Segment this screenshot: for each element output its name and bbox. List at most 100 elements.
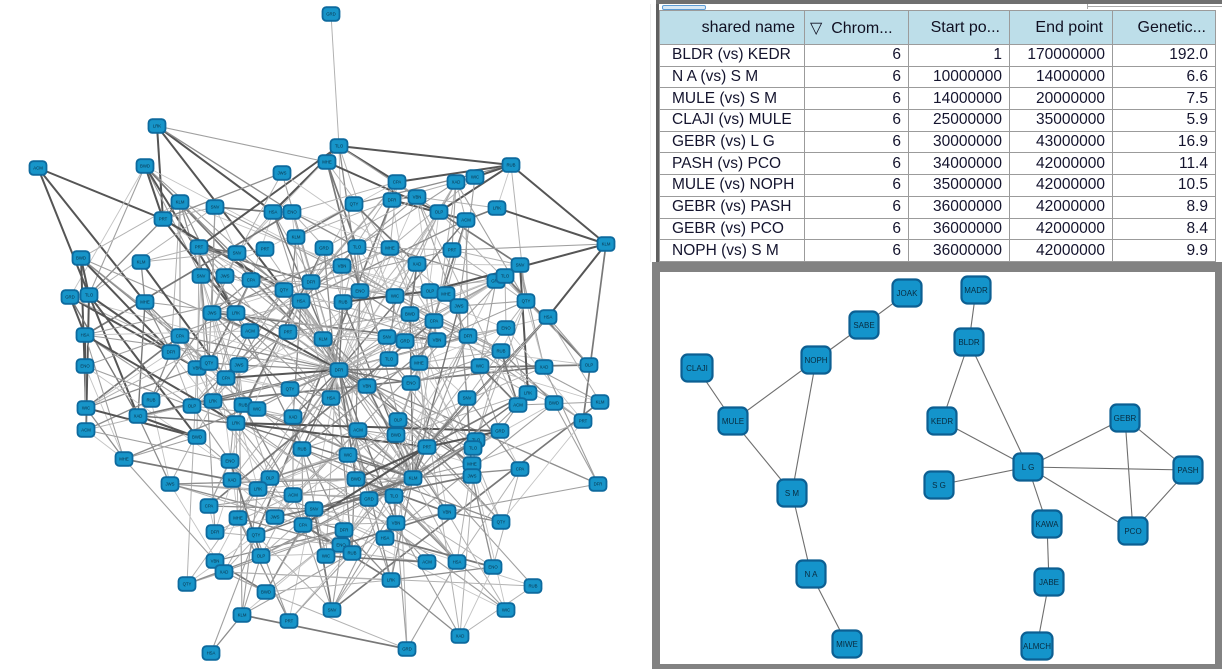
- svg-text:WIC: WIC: [471, 175, 479, 180]
- svg-text:CPA: CPA: [247, 278, 256, 283]
- svg-text:ACM: ACM: [353, 428, 363, 433]
- svg-text:VBN: VBN: [363, 384, 372, 389]
- svg-text:GRD: GRD: [402, 647, 412, 652]
- svg-text:ALMCH: ALMCH: [1023, 642, 1051, 651]
- svg-text:CPA: CPA: [205, 504, 214, 509]
- svg-text:GRD: GRD: [495, 429, 505, 434]
- svg-text:MHE: MHE: [233, 516, 243, 521]
- svg-text:SNV: SNV: [516, 263, 525, 268]
- svg-text:CPA: CPA: [430, 319, 439, 324]
- svg-text:OLP: OLP: [257, 554, 266, 559]
- svg-text:VBN: VBN: [193, 366, 202, 371]
- svg-text:HSA: HSA: [327, 396, 336, 401]
- svg-text:PRT: PRT: [448, 248, 457, 253]
- svg-text:JWS: JWS: [454, 304, 463, 309]
- svg-text:XAD: XAD: [452, 180, 461, 185]
- svg-text:MHE: MHE: [385, 246, 395, 251]
- svg-text:CLAJI: CLAJI: [686, 364, 708, 373]
- svg-text:DFR: DFR: [340, 528, 349, 533]
- svg-text:LRK: LRK: [493, 206, 501, 211]
- svg-text:RUB: RUB: [338, 300, 347, 305]
- svg-text:JOAK: JOAK: [897, 289, 919, 298]
- svg-text:DFR: DFR: [307, 280, 316, 285]
- svg-text:LRK: LRK: [524, 391, 532, 396]
- svg-text:VBN: VBN: [211, 559, 220, 564]
- svg-text:TLO: TLO: [390, 494, 399, 499]
- svg-text:RUB: RUB: [506, 163, 515, 168]
- svg-text:ACM: ACM: [81, 428, 91, 433]
- svg-text:LRK: LRK: [153, 124, 161, 129]
- svg-text:KLM: KLM: [176, 200, 185, 205]
- svg-text:ENO: ENO: [336, 543, 346, 548]
- svg-text:KLM: KLM: [137, 260, 146, 265]
- svg-text:RUB: RUB: [146, 398, 155, 403]
- svg-text:PRT: PRT: [285, 619, 294, 624]
- svg-text:QTY: QTY: [350, 202, 359, 207]
- svg-text:DFR: DFR: [335, 368, 344, 373]
- svg-text:XAD: XAD: [220, 570, 229, 575]
- svg-text:XAD: XAD: [228, 478, 237, 483]
- svg-text:ACM: ACM: [461, 218, 471, 223]
- svg-text:VBN: VBN: [392, 521, 401, 526]
- svg-text:ACM: ACM: [513, 403, 523, 408]
- svg-text:ACM: ACM: [422, 560, 432, 565]
- svg-text:DFR: DFR: [211, 530, 220, 535]
- svg-text:BWD: BWD: [76, 256, 86, 261]
- svg-text:JWS: JWS: [270, 515, 279, 520]
- svg-text:GRD: GRD: [400, 339, 410, 344]
- svg-text:QTY: QTY: [205, 361, 214, 366]
- svg-text:OLP: OLP: [188, 404, 197, 409]
- svg-text:LRK: LRK: [209, 399, 217, 404]
- svg-text:QTY: QTY: [280, 288, 289, 293]
- svg-text:BWD: BWD: [405, 312, 415, 317]
- svg-text:PRT: PRT: [159, 217, 168, 222]
- svg-text:MHE: MHE: [414, 361, 424, 366]
- svg-text:ENO: ENO: [406, 381, 416, 386]
- svg-text:JABE: JABE: [1039, 578, 1059, 587]
- svg-text:KLM: KLM: [292, 235, 301, 240]
- svg-text:CPA: CPA: [222, 376, 231, 381]
- svg-text:BWD: BWD: [261, 590, 271, 595]
- svg-text:RUB: RUB: [347, 551, 356, 556]
- svg-text:OLP: OLP: [435, 210, 444, 215]
- svg-text:ENO: ENO: [501, 326, 511, 331]
- svg-text:HSA: HSA: [453, 560, 462, 565]
- svg-text:RUB: RUB: [238, 403, 247, 408]
- svg-text:JWS: JWS: [234, 363, 243, 368]
- svg-text:KEDR: KEDR: [931, 417, 953, 426]
- svg-text:CPA: CPA: [393, 180, 402, 185]
- svg-text:QTY: QTY: [252, 533, 261, 538]
- svg-text:SNV: SNV: [463, 396, 472, 401]
- svg-text:QTY: QTY: [522, 299, 531, 304]
- svg-text:MHE: MHE: [140, 300, 150, 305]
- svg-text:ENO: ENO: [287, 210, 297, 215]
- svg-text:MHE: MHE: [467, 462, 477, 467]
- svg-text:HSA: HSA: [381, 536, 390, 541]
- svg-text:GRD: GRD: [326, 12, 336, 17]
- svg-text:PRT: PRT: [284, 330, 293, 335]
- svg-text:MIWE: MIWE: [836, 640, 858, 649]
- svg-text:WIC: WIC: [476, 364, 484, 369]
- svg-text:XAD: XAD: [540, 365, 549, 370]
- svg-text:TLO: TLO: [335, 144, 344, 149]
- svg-text:WIC: WIC: [391, 294, 399, 299]
- svg-text:HSA: HSA: [81, 333, 90, 338]
- svg-text:DFR: DFR: [464, 334, 473, 339]
- svg-text:KLM: KLM: [596, 400, 605, 405]
- svg-text:OLP: OLP: [394, 418, 403, 423]
- svg-text:VBN: VBN: [433, 338, 442, 343]
- svg-text:BWD: BWD: [351, 477, 361, 482]
- svg-text:MHE: MHE: [441, 292, 451, 297]
- svg-text:TLO: TLO: [353, 245, 362, 250]
- svg-text:QTY: QTY: [497, 520, 506, 525]
- svg-text:RUB: RUB: [496, 349, 505, 354]
- svg-text:RUB: RUB: [528, 584, 537, 589]
- svg-text:S M: S M: [785, 489, 800, 498]
- svg-text:KLM: KLM: [409, 476, 418, 481]
- svg-text:TLO: TLO: [85, 293, 94, 298]
- svg-text:SNV: SNV: [211, 205, 220, 210]
- svg-text:LRK: LRK: [232, 311, 240, 316]
- svg-text:BWD: BWD: [140, 164, 150, 169]
- svg-text:BWD: BWD: [549, 401, 559, 406]
- svg-text:SABE: SABE: [853, 321, 874, 330]
